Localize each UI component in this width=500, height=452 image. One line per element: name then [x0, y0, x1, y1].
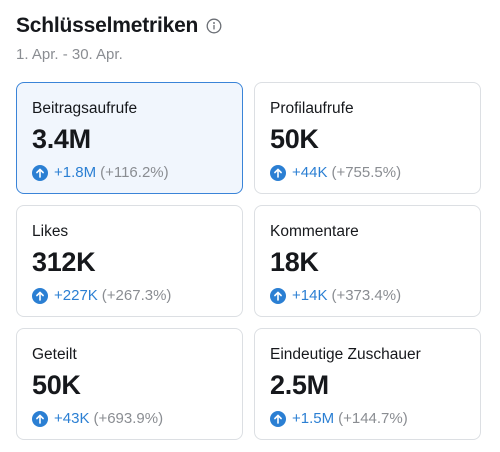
metric-change: +1.8M (+116.2%): [32, 163, 227, 183]
page-title: Schlüsselmetriken: [16, 14, 198, 38]
metric-percent: (+693.9%): [93, 409, 163, 429]
arrow-up-circle-icon: [32, 165, 48, 181]
metric-label: Eindeutige Zuschauer: [270, 345, 465, 365]
arrow-up-circle-icon: [32, 288, 48, 304]
metric-value: 18K: [270, 246, 465, 278]
arrow-up-circle-icon: [270, 288, 286, 304]
metric-percent: (+755.5%): [331, 163, 401, 183]
metric-card-profile-views[interactable]: Profilaufrufe 50K +44K (+755.5%): [254, 82, 481, 194]
metrics-grid: Beitragsaufrufe 3.4M +1.8M (+116.2%) Pro…: [16, 82, 481, 440]
arrow-up-circle-icon: [32, 411, 48, 427]
metric-label: Profilaufrufe: [270, 99, 465, 119]
metric-label: Likes: [32, 222, 227, 242]
metric-delta: +43K: [54, 409, 89, 429]
metric-card-likes[interactable]: Likes 312K +227K (+267.3%): [16, 205, 243, 317]
metric-delta: +1.5M: [292, 409, 334, 429]
metric-delta: +227K: [54, 286, 98, 306]
arrow-up-circle-icon: [270, 411, 286, 427]
metric-change: +227K (+267.3%): [32, 286, 227, 306]
metric-percent: (+373.4%): [331, 286, 401, 306]
metric-label: Beitragsaufrufe: [32, 99, 227, 119]
metric-change: +44K (+755.5%): [270, 163, 465, 183]
metric-value: 50K: [32, 369, 227, 401]
metric-card-post-views[interactable]: Beitragsaufrufe 3.4M +1.8M (+116.2%): [16, 82, 243, 194]
arrow-up-circle-icon: [270, 165, 286, 181]
metric-value: 2.5M: [270, 369, 465, 401]
info-icon[interactable]: [206, 18, 222, 34]
date-range: 1. Apr. - 30. Apr.: [16, 46, 222, 63]
metric-delta: +44K: [292, 163, 327, 183]
metric-card-unique-viewers[interactable]: Eindeutige Zuschauer 2.5M +1.5M (+144.7%…: [254, 328, 481, 440]
metric-change: +14K (+373.4%): [270, 286, 465, 306]
metric-delta: +14K: [292, 286, 327, 306]
key-metrics-header: Schlüsselmetriken 1. Apr. - 30. Apr.: [16, 12, 222, 63]
metric-value: 3.4M: [32, 123, 227, 155]
metric-percent: (+144.7%): [338, 409, 408, 429]
metric-percent: (+267.3%): [102, 286, 172, 306]
metric-change: +43K (+693.9%): [32, 409, 227, 429]
metric-delta: +1.8M: [54, 163, 96, 183]
metric-percent: (+116.2%): [100, 163, 169, 183]
metric-value: 50K: [270, 123, 465, 155]
metric-change: +1.5M (+144.7%): [270, 409, 465, 429]
metric-card-comments[interactable]: Kommentare 18K +14K (+373.4%): [254, 205, 481, 317]
title-row: Schlüsselmetriken: [16, 12, 222, 40]
metric-label: Kommentare: [270, 222, 465, 242]
metric-label: Geteilt: [32, 345, 227, 365]
metric-value: 312K: [32, 246, 227, 278]
metric-card-shares[interactable]: Geteilt 50K +43K (+693.9%): [16, 328, 243, 440]
